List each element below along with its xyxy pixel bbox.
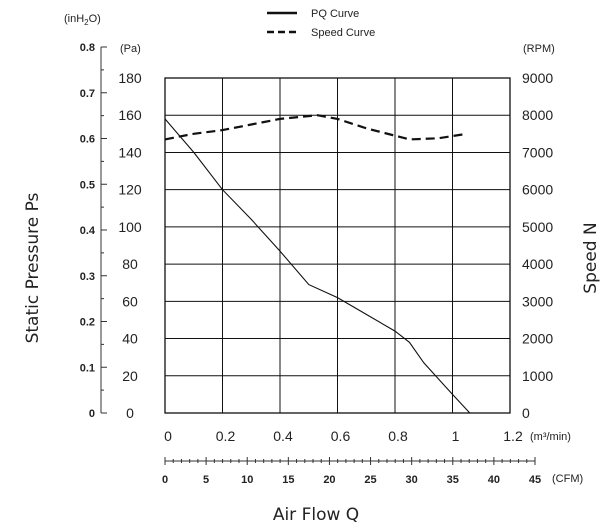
y-left-tick-label: 20	[122, 368, 138, 384]
far-left-tick-label: 0.5	[80, 179, 95, 191]
far-left-tick-label: 0.3	[80, 271, 95, 283]
plot-frame	[164, 77, 511, 414]
y-left-tick-label: 0	[126, 405, 134, 421]
y-right-tick-label: 4000	[522, 256, 553, 272]
left-unit-label: (Pa)	[120, 43, 141, 55]
x2-unit-label: (CFM)	[552, 473, 583, 485]
far-left-unit-prefix: (inH	[64, 13, 84, 25]
far-left-tick-label: 0.4	[80, 225, 96, 237]
far-left-tick-label: 0.7	[80, 88, 95, 100]
y-axis-title-right: Speed N	[581, 222, 601, 293]
secondary-x-tick-label: 35	[447, 474, 459, 486]
x-tick-label: 0.2	[216, 428, 236, 444]
y-left-tick-label: 40	[122, 331, 138, 347]
far-left-tick-label: 0	[89, 408, 95, 420]
x-axis-title: Air Flow Q	[273, 505, 359, 525]
y-right-tick-label: 8000	[522, 107, 553, 123]
y-left-tick-label: 120	[118, 182, 142, 198]
secondary-x-tick-label: 5	[203, 474, 209, 486]
grid	[164, 77, 511, 414]
y-left-tick-label: 80	[122, 256, 138, 272]
legend: PQ Curve Speed Curve	[267, 8, 375, 39]
x-unit-label: (m³/min)	[530, 431, 571, 443]
y-right-tick-label: 0	[522, 405, 530, 421]
y-left-tick-label: 140	[118, 144, 142, 160]
secondary-x-tick-label: 45	[529, 474, 541, 486]
right-unit-label: (RPM)	[523, 43, 555, 55]
y-right-tick-label: 2000	[522, 331, 553, 347]
y-right-tick-label: 1000	[522, 368, 553, 384]
far-left-unit-sub: 2	[84, 18, 89, 27]
y-left-tick-label: 60	[122, 293, 138, 309]
x-tick-label: 1.2	[503, 428, 523, 444]
y-right-tick-label: 7000	[522, 144, 553, 160]
far-left-unit-suffix: O)	[89, 13, 101, 25]
y-right-tick-label: 3000	[522, 293, 553, 309]
y-right-tick-label: 6000	[522, 182, 553, 198]
x-tick-label: 0.4	[273, 428, 293, 444]
y-axis-title-left: Static Pressure Ps	[23, 192, 43, 343]
x-tick-label: 0	[164, 428, 172, 444]
pq-curve-line	[164, 118, 471, 414]
far-left-unit-label: (inH2O)	[64, 13, 101, 27]
legend-label-speed: Speed Curve	[311, 27, 375, 39]
series	[164, 114, 471, 414]
secondary-x-tick-label: 15	[282, 474, 294, 486]
legend-label-pq: PQ Curve	[311, 8, 359, 20]
secondary-x-tick-label: 0	[162, 474, 168, 486]
secondary-x-tick-label: 20	[323, 474, 335, 486]
secondary-x-tick-label: 25	[364, 474, 376, 486]
x-tick-label: 0.8	[388, 428, 408, 444]
secondary-x-tick-label: 10	[241, 474, 253, 486]
far-left-tick-label: 0.6	[80, 134, 95, 146]
speed-curve-line	[164, 114, 468, 141]
axes: 0204060801001201401601800100020003000400…	[80, 42, 554, 486]
x-tick-label: 1	[452, 428, 460, 444]
y-left-tick-label: 160	[118, 107, 142, 123]
far-left-tick-label: 0.1	[80, 362, 95, 374]
y-right-tick-label: 9000	[522, 70, 553, 86]
far-left-tick-label: 0.2	[80, 317, 95, 329]
secondary-x-tick-label: 40	[488, 474, 500, 486]
far-left-tick-label: 0.8	[80, 42, 95, 54]
x-tick-label: 0.6	[331, 428, 351, 444]
y-left-tick-label: 180	[118, 70, 142, 86]
y-right-tick-label: 5000	[522, 219, 553, 235]
secondary-x-tick-label: 30	[406, 474, 418, 486]
y-left-tick-label: 100	[118, 219, 142, 235]
